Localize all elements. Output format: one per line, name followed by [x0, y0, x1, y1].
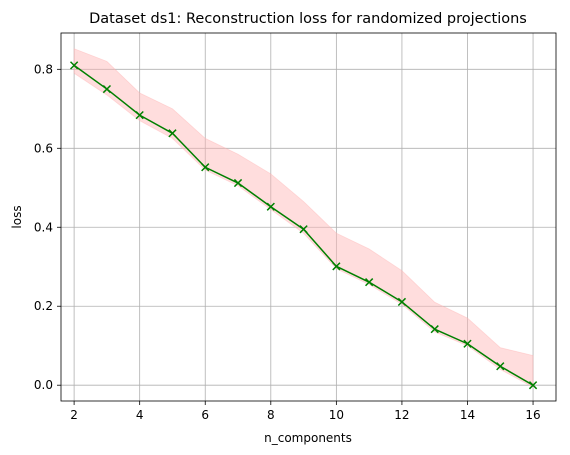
plot-frame — [60, 32, 557, 402]
grid-lines — [61, 33, 556, 401]
data-point — [528, 381, 538, 390]
data-point — [233, 178, 243, 188]
x-axis-label: n_components — [264, 431, 352, 445]
y-axis-label: loss — [10, 205, 24, 228]
x-tick-label: 4 — [136, 408, 144, 422]
x-axis-ticks: 2 4 6 8 10 12 14 16 — [70, 401, 541, 422]
chart-title: Dataset ds1: Reconstruction loss for ran… — [89, 11, 527, 27]
x-tick-label: 8 — [267, 408, 275, 422]
data-point — [266, 202, 275, 211]
x-tick-label: 6 — [201, 408, 209, 422]
data-point — [299, 225, 308, 234]
data-point — [201, 163, 210, 172]
x-tick-label: 12 — [394, 408, 409, 422]
x-tick-label: 16 — [525, 408, 540, 422]
x-tick-label: 10 — [329, 408, 344, 422]
y-tick-label: 0.4 — [34, 220, 53, 234]
y-tick-label: 0.2 — [34, 299, 53, 313]
data-point — [397, 297, 407, 307]
data-point — [463, 339, 472, 348]
series-markers — [69, 61, 538, 390]
x-tick-label: 14 — [460, 408, 475, 422]
variance-band — [73, 48, 534, 388]
y-tick-label: 0.0 — [34, 378, 53, 392]
y-axis-ticks: 0.0 0.2 0.4 0.6 0.8 — [34, 62, 61, 392]
data-point — [168, 129, 177, 138]
x-tick-label: 2 — [70, 408, 78, 422]
y-tick-label: 0.8 — [34, 62, 53, 76]
series-band — [73, 48, 534, 388]
data-point — [69, 61, 79, 70]
data-point — [332, 262, 341, 271]
y-tick-label: 0.6 — [34, 141, 53, 155]
data-point — [135, 110, 144, 120]
data-point — [430, 325, 439, 334]
data-point — [365, 278, 374, 287]
data-point — [496, 362, 505, 371]
data-point — [102, 84, 112, 94]
